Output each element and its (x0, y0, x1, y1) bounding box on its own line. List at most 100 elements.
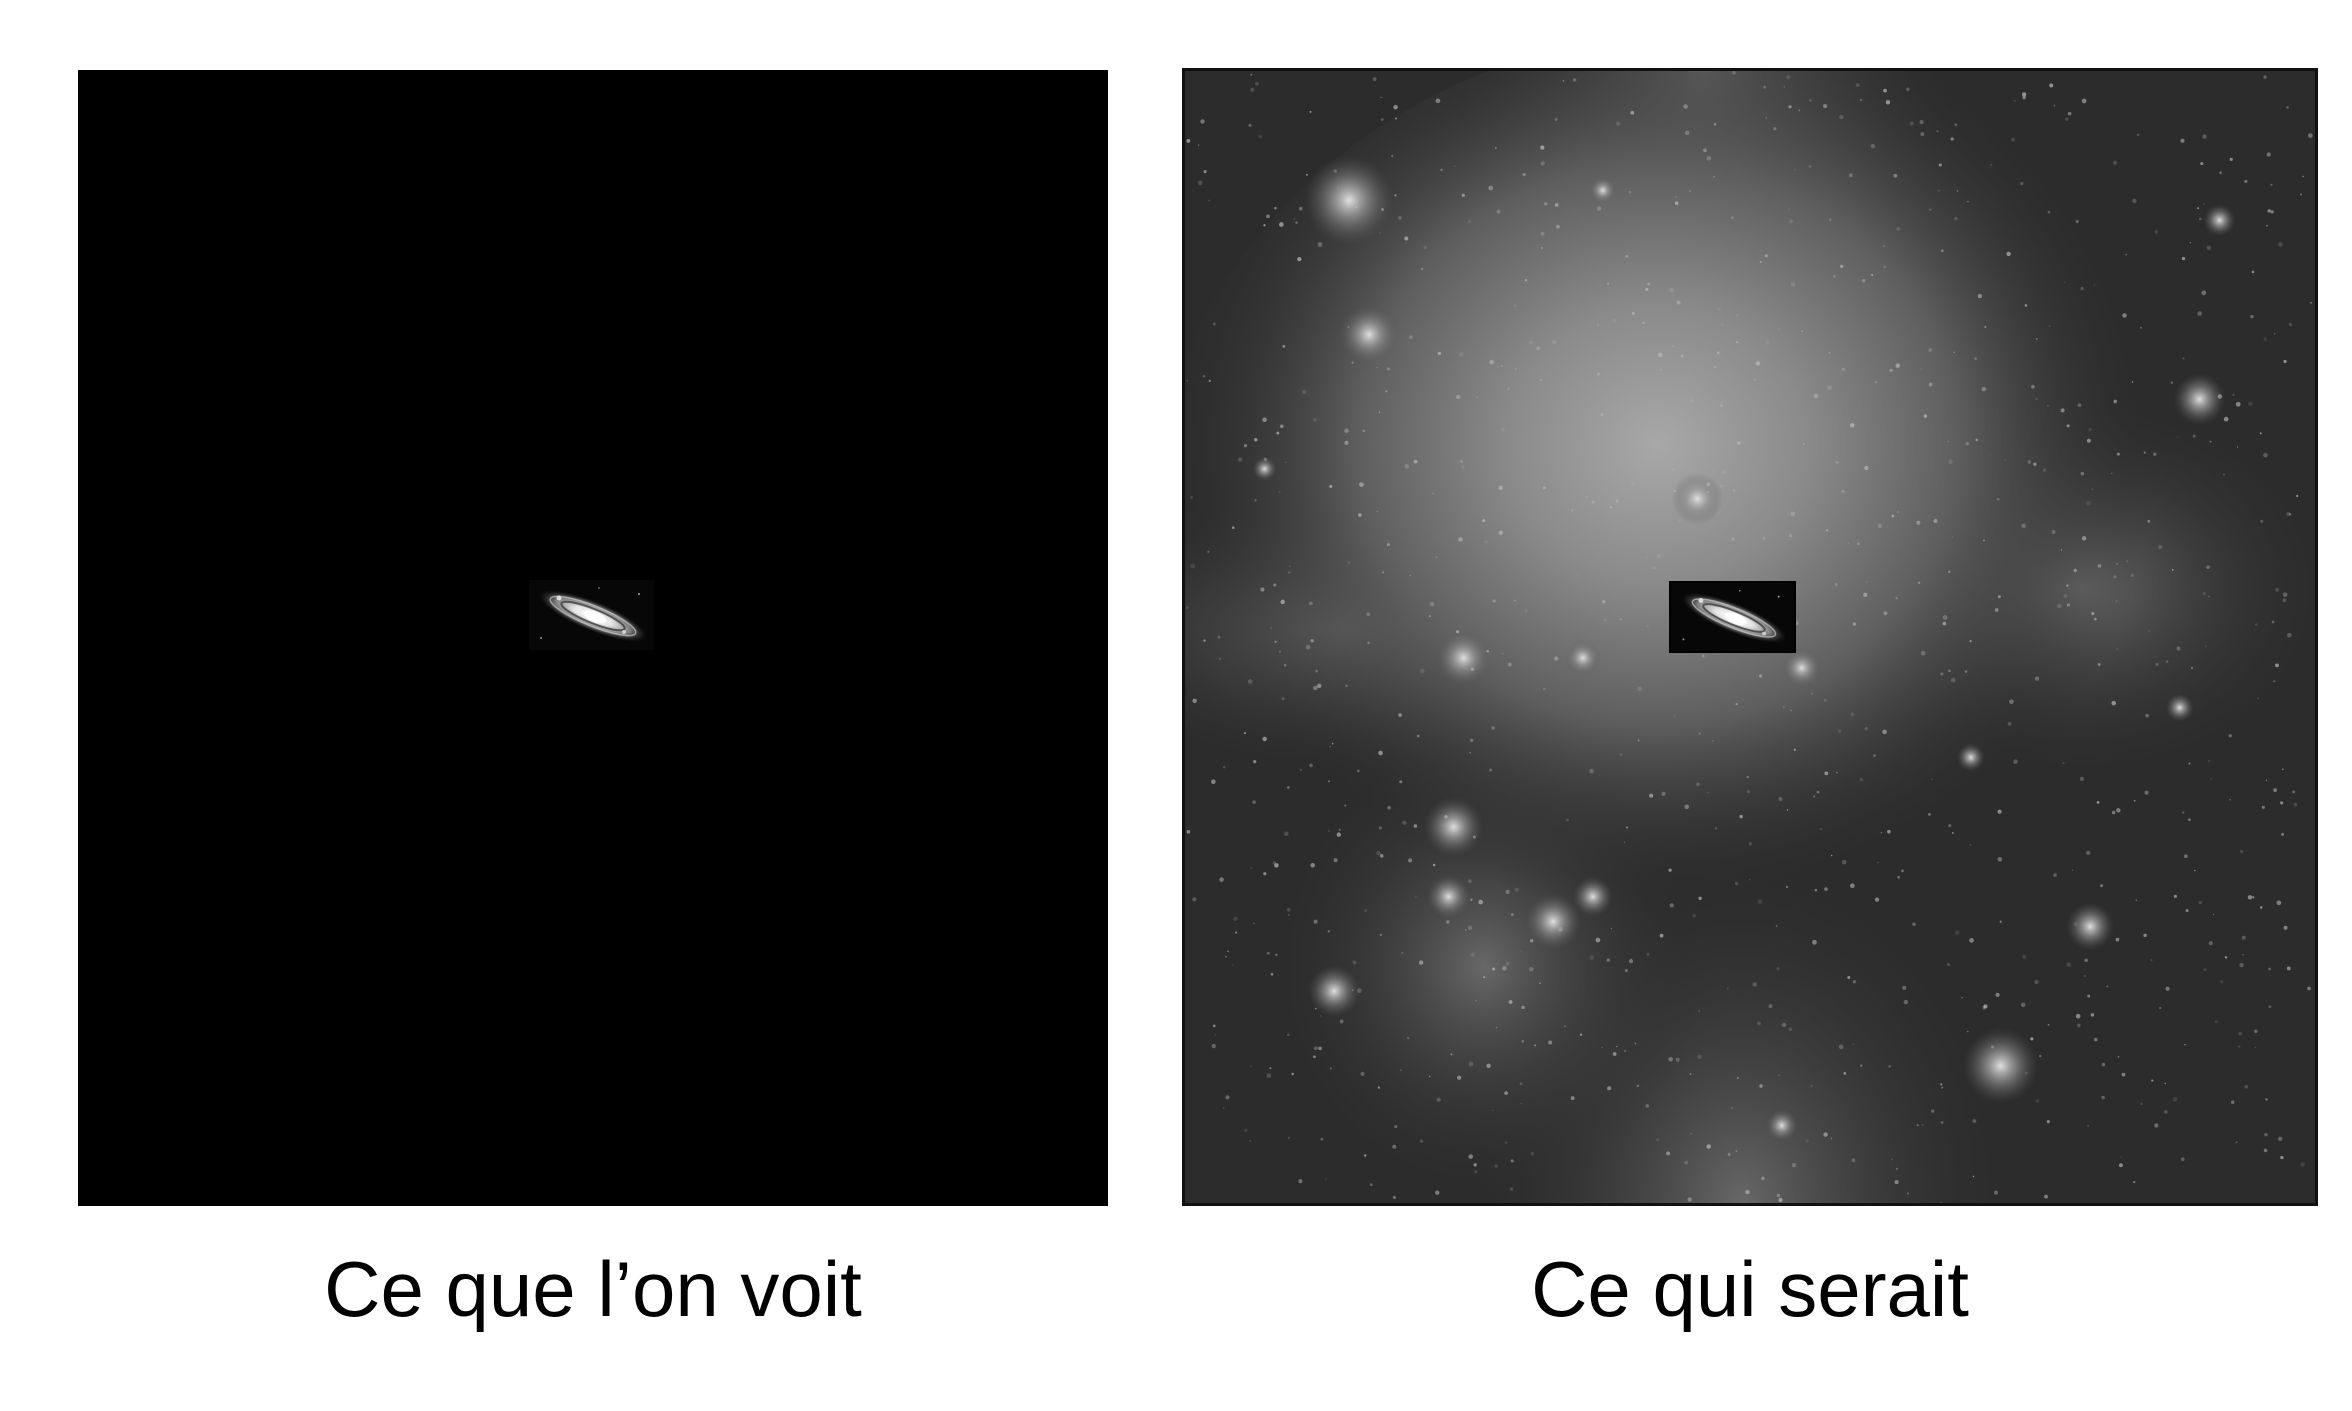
halo-speck (2229, 799, 2231, 801)
halo-speck (1786, 809, 1789, 811)
halo-speck (1861, 279, 1866, 283)
halo-speck (1642, 321, 1645, 324)
halo-speck (1404, 236, 1409, 241)
halo-speck (1777, 1074, 1780, 1077)
halo-speck (2091, 488, 2094, 491)
halo-speck (1486, 649, 1490, 653)
halo-speck (2180, 138, 2185, 143)
halo-speck (2100, 884, 2104, 888)
halo-speck (1668, 868, 1672, 872)
halo-speck (2140, 326, 2143, 329)
halo-speck (1399, 780, 1403, 784)
halo-speck (1505, 889, 1510, 894)
halo-speck (1662, 553, 1664, 556)
halo-speck (2143, 933, 2147, 938)
halo-speck (1746, 775, 1749, 779)
halo-speck (1392, 1196, 1396, 1200)
halo-speck (1788, 105, 1792, 109)
halo-speck (2289, 513, 2292, 516)
halo-speck (1418, 960, 1424, 965)
halo-speck (1765, 117, 1767, 119)
halo-speck (2208, 760, 2210, 762)
halo-speck (2282, 598, 2287, 603)
halo-speck (1714, 365, 1717, 368)
halo-speck (2084, 958, 2088, 962)
halo-speck (1186, 139, 1191, 143)
halo-speck (1325, 1178, 1327, 1180)
halo-speck (1841, 367, 1845, 371)
halo-speck (2094, 1037, 2098, 1042)
halo-speck (1887, 829, 1891, 834)
halo-speck (1920, 367, 1923, 370)
halo-speck (1336, 832, 1342, 837)
halo-speck (1367, 641, 1370, 645)
halo-speck (1476, 396, 1478, 399)
halo-speck (1713, 175, 1715, 178)
halo-speck (1197, 180, 1203, 186)
halo-speck (1969, 640, 1972, 643)
halo-speck (1615, 499, 1619, 503)
halo-speck (2206, 565, 2210, 570)
halo-speck (2047, 404, 2049, 407)
halo-speck (1888, 1065, 1891, 1068)
halo-speck (1510, 1159, 1514, 1163)
halo-speck (1344, 440, 1349, 445)
halo-speck (2219, 980, 2224, 984)
halo-speck (1214, 1034, 1217, 1036)
halo-speck (1735, 340, 1739, 344)
halo-speck (1357, 769, 1360, 773)
halo-speck (1690, 398, 1694, 403)
halo-speck (1222, 1107, 1225, 1110)
halo-speck (1637, 739, 1640, 742)
halo-speck (1669, 287, 1675, 293)
halo-speck (2251, 270, 2255, 274)
halo-speck (1521, 1005, 1525, 1010)
halo-speck (1347, 326, 1350, 329)
halo-speck (1706, 791, 1709, 794)
halo-speck (1339, 1019, 1344, 1024)
halo-speck (1788, 534, 1793, 538)
halo-speck (2154, 1123, 2159, 1128)
halo-speck (1496, 209, 1501, 214)
halo-speck (2122, 313, 2127, 318)
halo-speck (1678, 520, 1680, 522)
halo-speck (2236, 446, 2239, 448)
halo-speck (1776, 967, 1780, 971)
halo-speck (2111, 810, 2116, 815)
halo-speck (1722, 470, 1727, 475)
halo-speck (2235, 401, 2241, 407)
halo-speck (1689, 1073, 1692, 1075)
halo-speck (1631, 482, 1635, 486)
halo-speck (1338, 828, 1341, 831)
halo-speck (2087, 1125, 2089, 1127)
halo-speck (1287, 1033, 1290, 1037)
halo-speck (1202, 375, 1206, 378)
halo-speck (2027, 460, 2032, 464)
halo-speck (2063, 281, 2066, 284)
halo-speck (1838, 729, 1842, 733)
halo-speck (1928, 382, 1933, 387)
halo-speck (1262, 417, 1267, 423)
halo-speck (1652, 566, 1656, 570)
halo-speck (1624, 1050, 1627, 1052)
halo-speck (1823, 104, 1828, 109)
halo-speck (1445, 920, 1450, 924)
halo-speck (1203, 639, 1206, 642)
halo-speck (1735, 702, 1738, 706)
halo-speck (1501, 652, 1504, 655)
halo-speck (1507, 387, 1510, 390)
halo-speck (2101, 1095, 2105, 1100)
halo-speck (2201, 290, 2207, 296)
halo-speck (1966, 1030, 1969, 1033)
halo-speck (1317, 242, 1323, 247)
halo-speck (2093, 284, 2096, 286)
halo-speck (1435, 98, 1441, 104)
halo-speck (1274, 863, 1279, 868)
halo-speck (1975, 438, 1978, 442)
halo-speck (2241, 935, 2246, 940)
halo-speck (1673, 489, 1676, 493)
halo-speck (1278, 491, 1281, 493)
halo-speck (1813, 795, 1816, 798)
halo-speck (1615, 121, 1621, 126)
halo-speck (2182, 357, 2185, 360)
